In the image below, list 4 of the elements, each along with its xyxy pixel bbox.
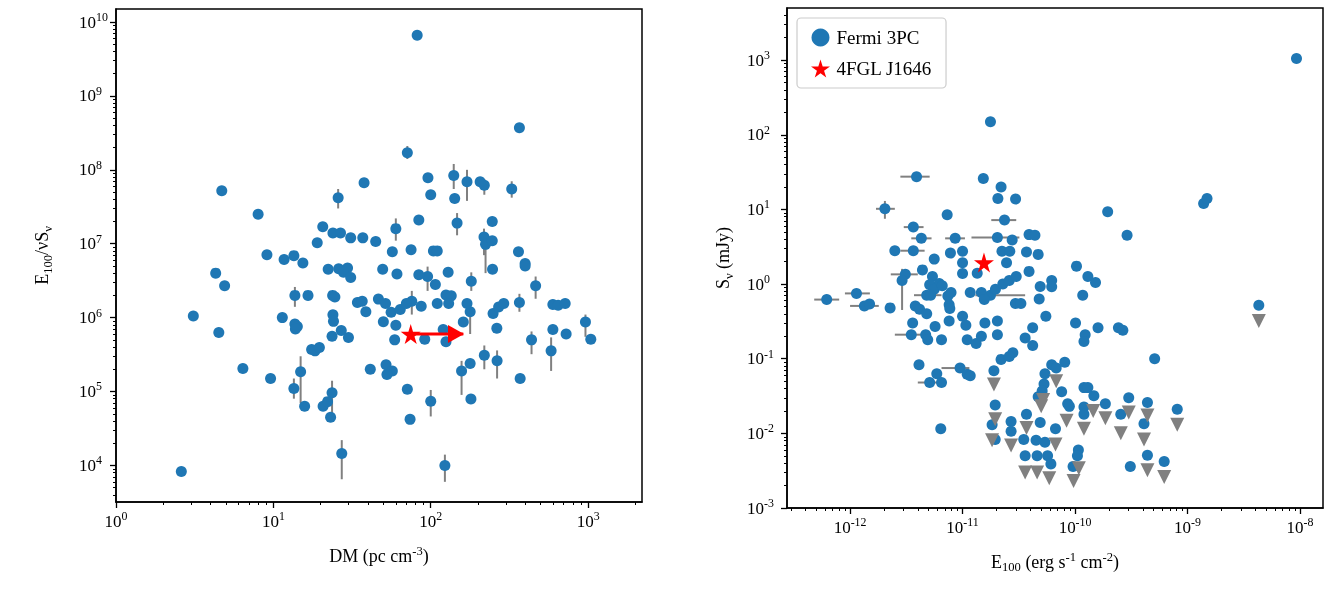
legend-label: Fermi 3PC xyxy=(836,27,920,48)
y-axis-title: Sν (mJy) xyxy=(713,226,736,290)
legend-label: 4FGL J1646 xyxy=(836,58,932,79)
y-axis-title: E100/νSν xyxy=(32,225,55,285)
